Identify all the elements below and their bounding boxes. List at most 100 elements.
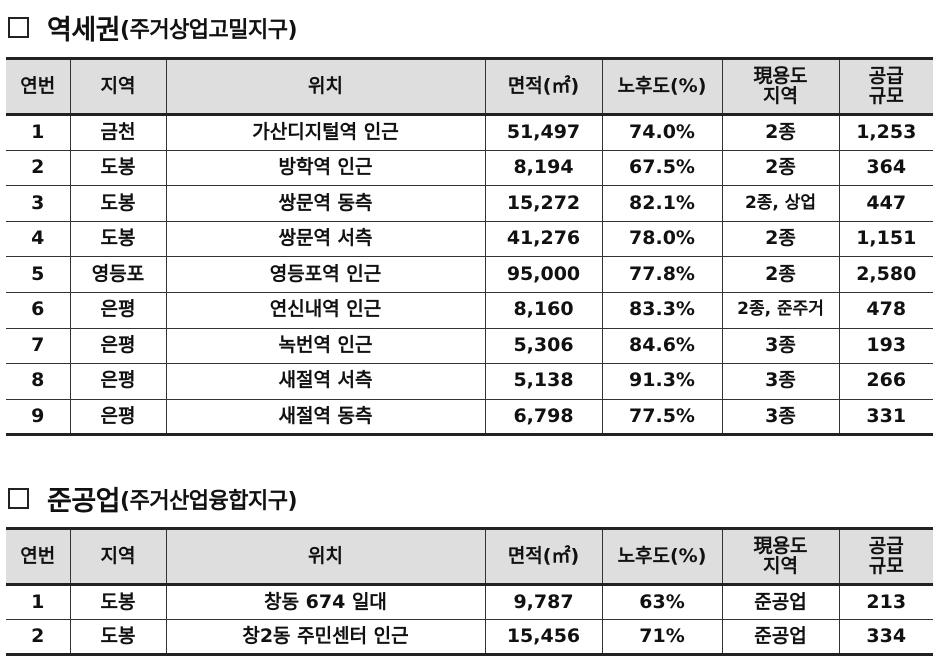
cell-no: 9: [6, 398, 71, 437]
header-label: 위치: [308, 544, 343, 567]
cell-region: 도봉: [69, 185, 167, 222]
section-title-main: 역세권: [47, 15, 121, 46]
header-label: 지역: [100, 544, 136, 567]
header-label: 연번: [20, 544, 56, 567]
section-title-main: 준공업: [47, 486, 121, 517]
cell-zoning: 준공업: [721, 584, 840, 620]
table-row: 1 금천 가산디지털역 인근 51,497 74.0% 2종 1,253: [6, 114, 933, 151]
section-title-sub: (주거상업고밀지구): [120, 17, 298, 43]
header-zoning: 現용도 지역: [721, 527, 840, 586]
header-region: 지역: [69, 57, 167, 116]
cell-supply: 213: [838, 584, 933, 620]
cell-supply: 364: [838, 149, 933, 187]
cell-location: 쌍문역 서측: [165, 220, 486, 258]
header-location: 위치: [165, 527, 486, 586]
cell-no: 1: [6, 584, 71, 620]
header-no: 연번: [6, 57, 71, 116]
cell-region: 도봉: [69, 619, 167, 656]
header-supply: 공급 규모: [838, 57, 933, 116]
cell-aging: 78.0%: [601, 220, 723, 258]
cell-area: 8,160: [484, 291, 603, 329]
cell-zoning: 3종: [721, 398, 840, 437]
header-aging: 노후도(%): [601, 527, 723, 586]
cell-location: 새절역 서측: [165, 363, 486, 400]
cell-aging: 67.5%: [601, 149, 723, 187]
section-title-sub: (주거산업융합지구): [120, 488, 298, 514]
cell-supply: 1,151: [838, 220, 933, 258]
cell-area: 5,306: [484, 327, 603, 365]
cell-area: 51,497: [484, 114, 603, 151]
table-row: 3 도봉 쌍문역 동측 15,272 82.1% 2종, 상업 447: [6, 185, 933, 222]
cell-location: 연신내역 인근: [165, 291, 486, 329]
header-area: 면적(㎡): [484, 57, 603, 116]
header-zoning: 現용도 지역: [721, 57, 840, 116]
table-row: 2 도봉 방학역 인근 8,194 67.5% 2종 364: [6, 149, 933, 187]
cell-area: 15,272: [484, 185, 603, 222]
cell-aging: 71%: [601, 619, 723, 656]
cell-region: 도봉: [69, 584, 167, 620]
cell-no: 8: [6, 363, 71, 400]
cell-zoning: 2종: [721, 114, 840, 151]
table-row: 4 도봉 쌍문역 서측 41,276 78.0% 2종 1,151: [6, 220, 933, 258]
cell-region: 은평: [69, 398, 167, 437]
cell-location: 방학역 인근: [165, 149, 486, 187]
table-header-row: 연번 지역 위치 면적(㎡) 노후도(%) 現용도 지역 공급 규모: [6, 57, 933, 116]
table-row: 5 영등포 영등포역 인근 95,000 77.8% 2종 2,580: [6, 256, 933, 293]
cell-region: 은평: [69, 327, 167, 365]
cell-aging: 74.0%: [601, 114, 723, 151]
cell-no: 7: [6, 327, 71, 365]
cell-aging: 83.3%: [601, 291, 723, 329]
header-label: 공급: [868, 64, 904, 87]
header-label: 규모: [868, 84, 904, 107]
header-label: 노후도(%): [617, 544, 707, 567]
cell-area: 8,194: [484, 149, 603, 187]
cell-supply: 266: [838, 363, 933, 400]
cell-area: 15,456: [484, 619, 603, 656]
header-label: 現용도: [753, 534, 808, 557]
cell-zoning: 2종: [721, 149, 840, 187]
cell-region: 은평: [69, 363, 167, 400]
header-region: 지역: [69, 527, 167, 586]
cell-zoning: 3종: [721, 363, 840, 400]
cell-aging: 84.6%: [601, 327, 723, 365]
cell-region: 도봉: [69, 149, 167, 187]
header-label: 위치: [308, 74, 343, 97]
cell-area: 41,276: [484, 220, 603, 258]
header-label: 연번: [20, 74, 56, 97]
cell-location: 창2동 주민센터 인근: [165, 619, 486, 656]
header-label: 면적(㎡): [507, 544, 580, 567]
cell-no: 1: [6, 114, 71, 151]
cell-area: 5,138: [484, 363, 603, 400]
table-row: 7 은평 녹번역 인근 5,306 84.6% 3종 193: [6, 327, 933, 365]
cell-supply: 478: [838, 291, 933, 329]
station-area-table: 연번 지역 위치 면적(㎡) 노후도(%) 現용도 지역 공급 규모 1 금천 가산디지털역 인근 5…: [6, 57, 933, 437]
header-label: 지역: [763, 84, 798, 107]
table-row: 1 도봉 창동 674 일대 9,787 63% 준공업 213: [6, 584, 933, 620]
header-label: 노후도(%): [617, 74, 707, 97]
cell-area: 6,798: [484, 398, 603, 437]
table-header-row: 연번 지역 위치 면적(㎡) 노후도(%) 現용도 지역 공급 규모: [6, 527, 933, 586]
section-title-station: 역세권 (주거상업고밀지구): [8, 8, 298, 47]
cell-supply: 447: [838, 185, 933, 222]
table-row: 6 은평 연신내역 인근 8,160 83.3% 2종, 준주거 478: [6, 291, 933, 329]
cell-location: 새절역 동측: [165, 398, 486, 437]
table-row: 8 은평 새절역 서측 5,138 91.3% 3종 266: [6, 363, 933, 400]
header-label: 규모: [868, 554, 904, 577]
cell-location: 영등포역 인근: [165, 256, 486, 293]
cell-location: 녹번역 인근: [165, 327, 486, 365]
cell-aging: 91.3%: [601, 363, 723, 400]
section-title-industrial: 준공업 (주거산업융합지구): [8, 479, 298, 518]
cell-no: 2: [6, 149, 71, 187]
cell-no: 6: [6, 291, 71, 329]
header-label: 現용도: [753, 64, 808, 87]
table-row: 2 도봉 창2동 주민센터 인근 15,456 71% 준공업 334: [6, 619, 933, 656]
cell-region: 영등포: [69, 256, 167, 293]
cell-aging: 63%: [601, 584, 723, 620]
cell-zoning: 2종: [721, 220, 840, 258]
checkbox-square-icon: [8, 488, 29, 509]
cell-no: 3: [6, 185, 71, 222]
cell-area: 9,787: [484, 584, 603, 620]
cell-location: 쌍문역 동측: [165, 185, 486, 222]
cell-zoning: 2종: [721, 256, 840, 293]
cell-supply: 1,253: [838, 114, 933, 151]
